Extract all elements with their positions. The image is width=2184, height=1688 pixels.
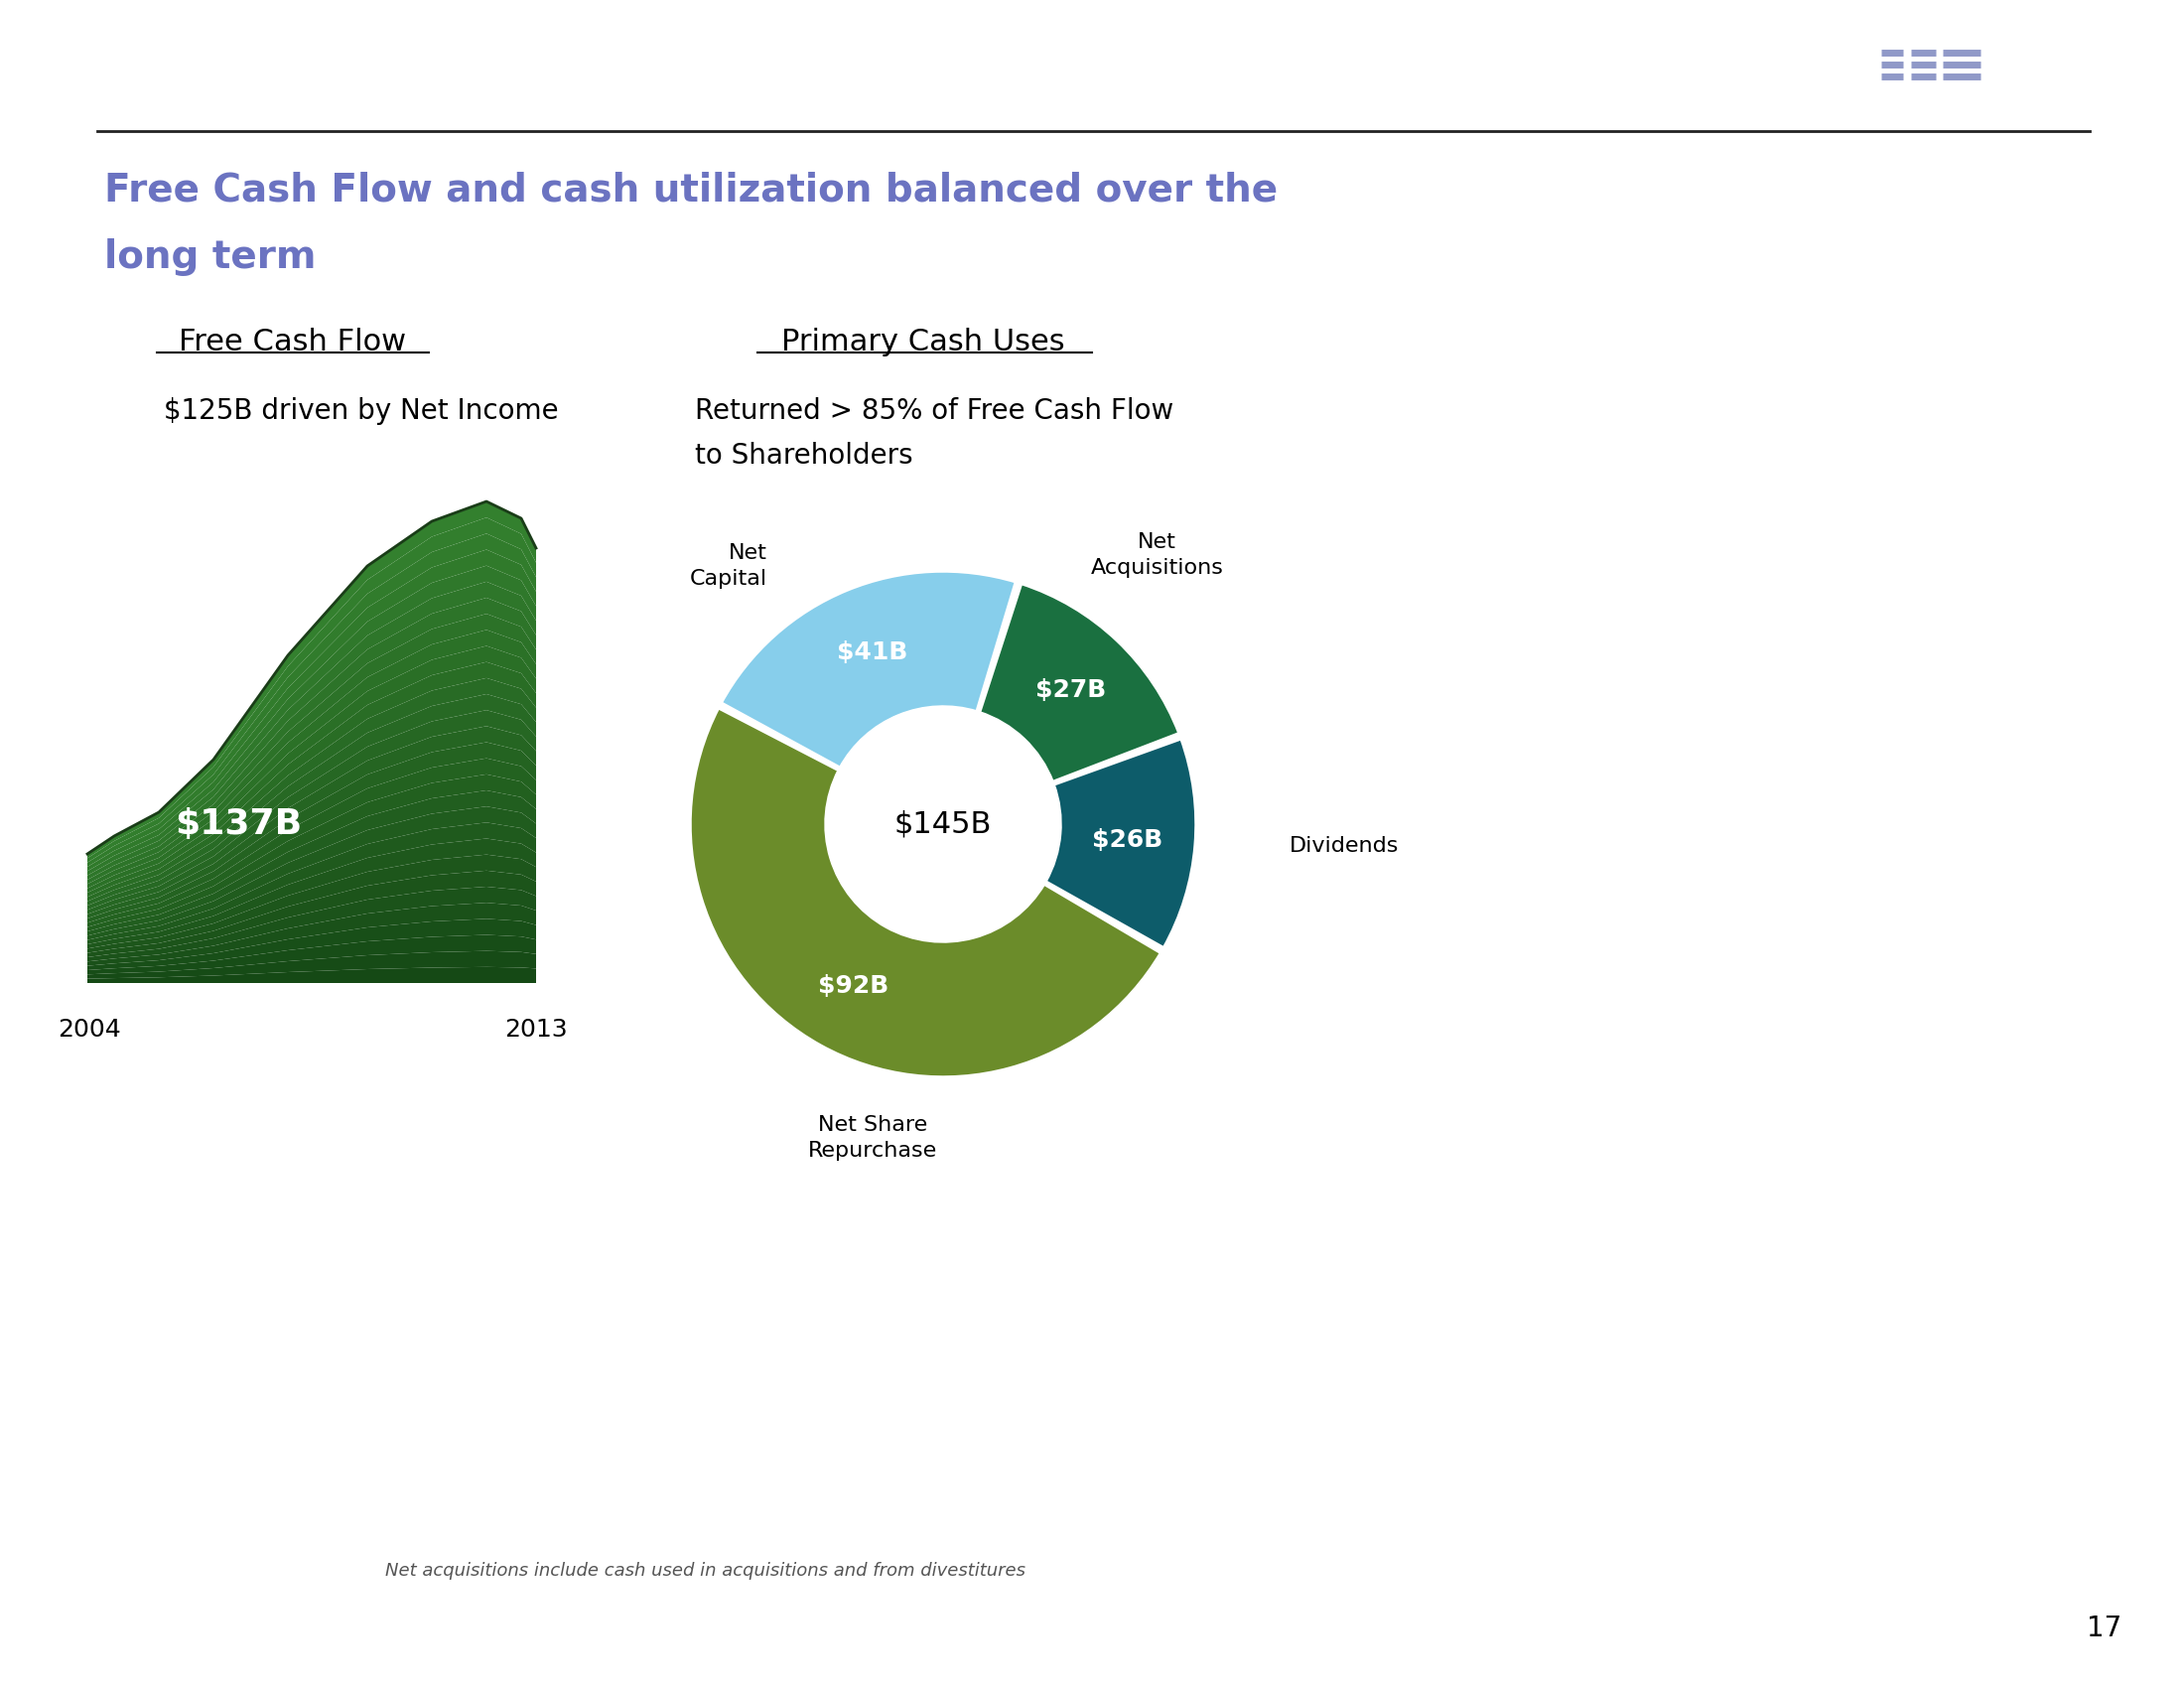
Polygon shape	[87, 711, 535, 915]
Polygon shape	[87, 854, 535, 954]
Polygon shape	[87, 533, 535, 868]
Text: Net
Acquisitions: Net Acquisitions	[1090, 532, 1223, 577]
Polygon shape	[87, 950, 535, 979]
Text: $27B: $27B	[1035, 679, 1105, 702]
Polygon shape	[87, 614, 535, 888]
Polygon shape	[87, 903, 535, 966]
Text: 17: 17	[2088, 1614, 2123, 1642]
Text: $92B: $92B	[819, 974, 889, 998]
Circle shape	[826, 707, 1059, 942]
Polygon shape	[87, 647, 535, 896]
Polygon shape	[87, 582, 535, 879]
Text: Free Cash Flow and cash utilization balanced over the: Free Cash Flow and cash utilization bala…	[105, 170, 1278, 209]
Wedge shape	[721, 571, 1016, 768]
Polygon shape	[87, 839, 535, 949]
Text: Primary Cash Uses: Primary Cash Uses	[782, 327, 1066, 356]
Text: $137B: $137B	[175, 807, 301, 841]
Text: $145B: $145B	[893, 810, 992, 839]
Polygon shape	[87, 918, 535, 971]
Text: Net Share
Repurchase: Net Share Repurchase	[808, 1116, 937, 1161]
Text: $26B: $26B	[1092, 827, 1162, 851]
Wedge shape	[978, 584, 1179, 782]
Polygon shape	[87, 550, 535, 871]
Polygon shape	[87, 886, 535, 962]
Text: $41B: $41B	[836, 641, 909, 665]
Polygon shape	[87, 694, 535, 910]
Text: Net acquisitions include cash used in acquisitions and from divestitures: Net acquisitions include cash used in ac…	[384, 1561, 1024, 1580]
Polygon shape	[87, 679, 535, 905]
Polygon shape	[87, 807, 535, 940]
Polygon shape	[87, 662, 535, 901]
Polygon shape	[87, 565, 535, 876]
Polygon shape	[87, 790, 535, 935]
Text: to Shareholders: to Shareholders	[695, 442, 913, 469]
Text: Free Cash Flow: Free Cash Flow	[179, 327, 406, 356]
Wedge shape	[1046, 738, 1197, 949]
Polygon shape	[87, 822, 535, 944]
Text: Net
Capital: Net Capital	[690, 544, 767, 589]
Polygon shape	[87, 630, 535, 893]
Text: Dividends: Dividends	[1289, 837, 1400, 856]
Text: long term: long term	[105, 238, 317, 277]
Polygon shape	[87, 871, 535, 957]
Polygon shape	[87, 518, 535, 863]
Text: 2013: 2013	[505, 1018, 568, 1041]
Polygon shape	[87, 935, 535, 974]
Polygon shape	[87, 726, 535, 918]
Polygon shape	[87, 743, 535, 923]
Polygon shape	[87, 775, 535, 932]
Polygon shape	[87, 598, 535, 885]
Text: 2004: 2004	[57, 1018, 120, 1041]
Text: $125B driven by Net Income: $125B driven by Net Income	[164, 397, 559, 425]
Polygon shape	[87, 501, 535, 858]
Polygon shape	[87, 967, 535, 982]
Wedge shape	[690, 707, 1162, 1077]
Polygon shape	[87, 758, 535, 927]
Text: Returned > 85% of Free Cash Flow: Returned > 85% of Free Cash Flow	[695, 397, 1173, 425]
